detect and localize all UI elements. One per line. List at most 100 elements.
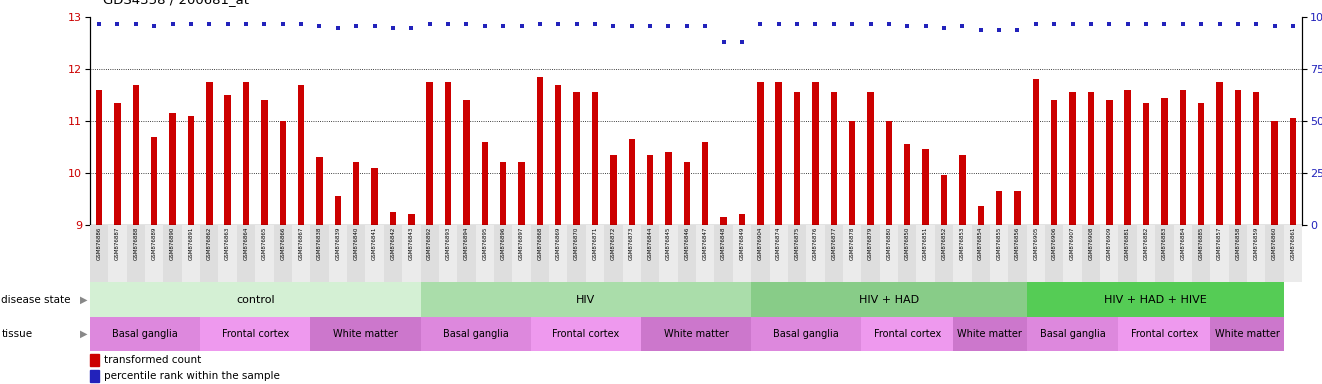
Text: GSM876861: GSM876861	[1290, 227, 1296, 260]
Bar	[145, 225, 164, 282]
Text: GSM876858: GSM876858	[1235, 227, 1240, 260]
Bar	[371, 168, 378, 225]
Text: Frontal cortex: Frontal cortex	[553, 329, 620, 339]
Text: disease state: disease state	[1, 295, 71, 305]
Bar	[255, 225, 274, 282]
Bar	[1107, 100, 1113, 225]
Point	[364, 23, 385, 29]
Text: White matter: White matter	[333, 329, 398, 339]
Text: GSM876840: GSM876840	[354, 227, 358, 260]
Text: GSM876893: GSM876893	[446, 227, 451, 260]
Bar	[90, 282, 420, 317]
Point	[566, 20, 587, 26]
Point	[438, 20, 459, 26]
Text: GSM876856: GSM876856	[1015, 227, 1021, 260]
Point	[272, 20, 293, 26]
Text: GSM876866: GSM876866	[280, 227, 286, 260]
Bar	[995, 191, 1002, 225]
Bar	[90, 317, 200, 351]
Bar	[494, 225, 513, 282]
Text: GSM876859: GSM876859	[1253, 227, 1259, 260]
Point	[731, 39, 752, 45]
Bar	[574, 93, 580, 225]
Bar	[879, 225, 898, 282]
Point	[1026, 20, 1047, 26]
Text: GSM876839: GSM876839	[336, 227, 340, 260]
Text: GSM876857: GSM876857	[1218, 227, 1222, 260]
Bar	[665, 152, 672, 225]
Text: HIV + HAD: HIV + HAD	[859, 295, 919, 305]
Bar	[262, 100, 267, 225]
Bar	[867, 93, 874, 225]
Text: GSM876849: GSM876849	[739, 227, 744, 260]
Bar	[90, 370, 99, 382]
Text: GSM876897: GSM876897	[520, 227, 524, 260]
Text: Frontal cortex: Frontal cortex	[222, 329, 288, 339]
Point	[1117, 20, 1138, 26]
Bar	[776, 82, 781, 225]
Point	[768, 20, 789, 26]
Text: GSM876852: GSM876852	[941, 227, 947, 260]
Bar	[641, 225, 660, 282]
Bar	[1211, 317, 1284, 351]
Bar	[1265, 225, 1284, 282]
Bar	[1027, 282, 1284, 317]
Text: GSM876870: GSM876870	[574, 227, 579, 260]
Bar	[751, 317, 862, 351]
Bar	[641, 317, 751, 351]
Point	[787, 20, 808, 26]
Text: GSM876877: GSM876877	[832, 227, 837, 260]
Point	[952, 23, 973, 29]
Bar	[206, 82, 213, 225]
Bar	[243, 82, 250, 225]
Bar	[812, 82, 818, 225]
Bar	[1253, 93, 1260, 225]
Bar	[132, 85, 139, 225]
Bar	[793, 93, 800, 225]
Bar	[1142, 103, 1149, 225]
Bar	[592, 93, 599, 225]
Text: GSM876868: GSM876868	[538, 227, 542, 260]
Text: White matter: White matter	[1215, 329, 1280, 339]
Text: GSM876889: GSM876889	[152, 227, 157, 260]
Bar	[1235, 90, 1241, 225]
Bar	[1174, 225, 1192, 282]
Point	[896, 23, 917, 29]
Bar	[1290, 118, 1296, 225]
Point	[382, 25, 403, 31]
Point	[144, 23, 165, 29]
Point	[1154, 20, 1175, 26]
Text: GSM876909: GSM876909	[1107, 227, 1112, 260]
Text: transformed count: transformed count	[103, 355, 201, 366]
Bar	[623, 225, 641, 282]
Point	[1264, 23, 1285, 29]
Point	[475, 23, 496, 29]
Point	[842, 20, 863, 26]
Text: GSM876854: GSM876854	[978, 227, 984, 260]
Bar	[164, 225, 181, 282]
Bar	[169, 113, 176, 225]
Bar	[90, 354, 99, 366]
Bar	[311, 317, 420, 351]
Bar	[1063, 225, 1081, 282]
Point	[291, 20, 312, 26]
Text: GSM876883: GSM876883	[1162, 227, 1167, 260]
Point	[1062, 20, 1083, 26]
Point	[345, 23, 366, 29]
Text: GSM876846: GSM876846	[685, 227, 689, 260]
Point	[512, 23, 533, 29]
Point	[970, 26, 992, 33]
Bar	[849, 121, 855, 225]
Bar	[739, 214, 746, 225]
Bar	[732, 225, 751, 282]
Bar	[604, 225, 623, 282]
Bar	[420, 282, 751, 317]
Bar	[402, 225, 420, 282]
Text: GSM876879: GSM876879	[869, 227, 873, 260]
Bar	[457, 225, 476, 282]
Point	[878, 20, 899, 26]
Text: GSM876873: GSM876873	[629, 227, 635, 260]
Bar	[408, 214, 415, 225]
Bar	[886, 121, 892, 225]
Text: GSM876894: GSM876894	[464, 227, 469, 260]
